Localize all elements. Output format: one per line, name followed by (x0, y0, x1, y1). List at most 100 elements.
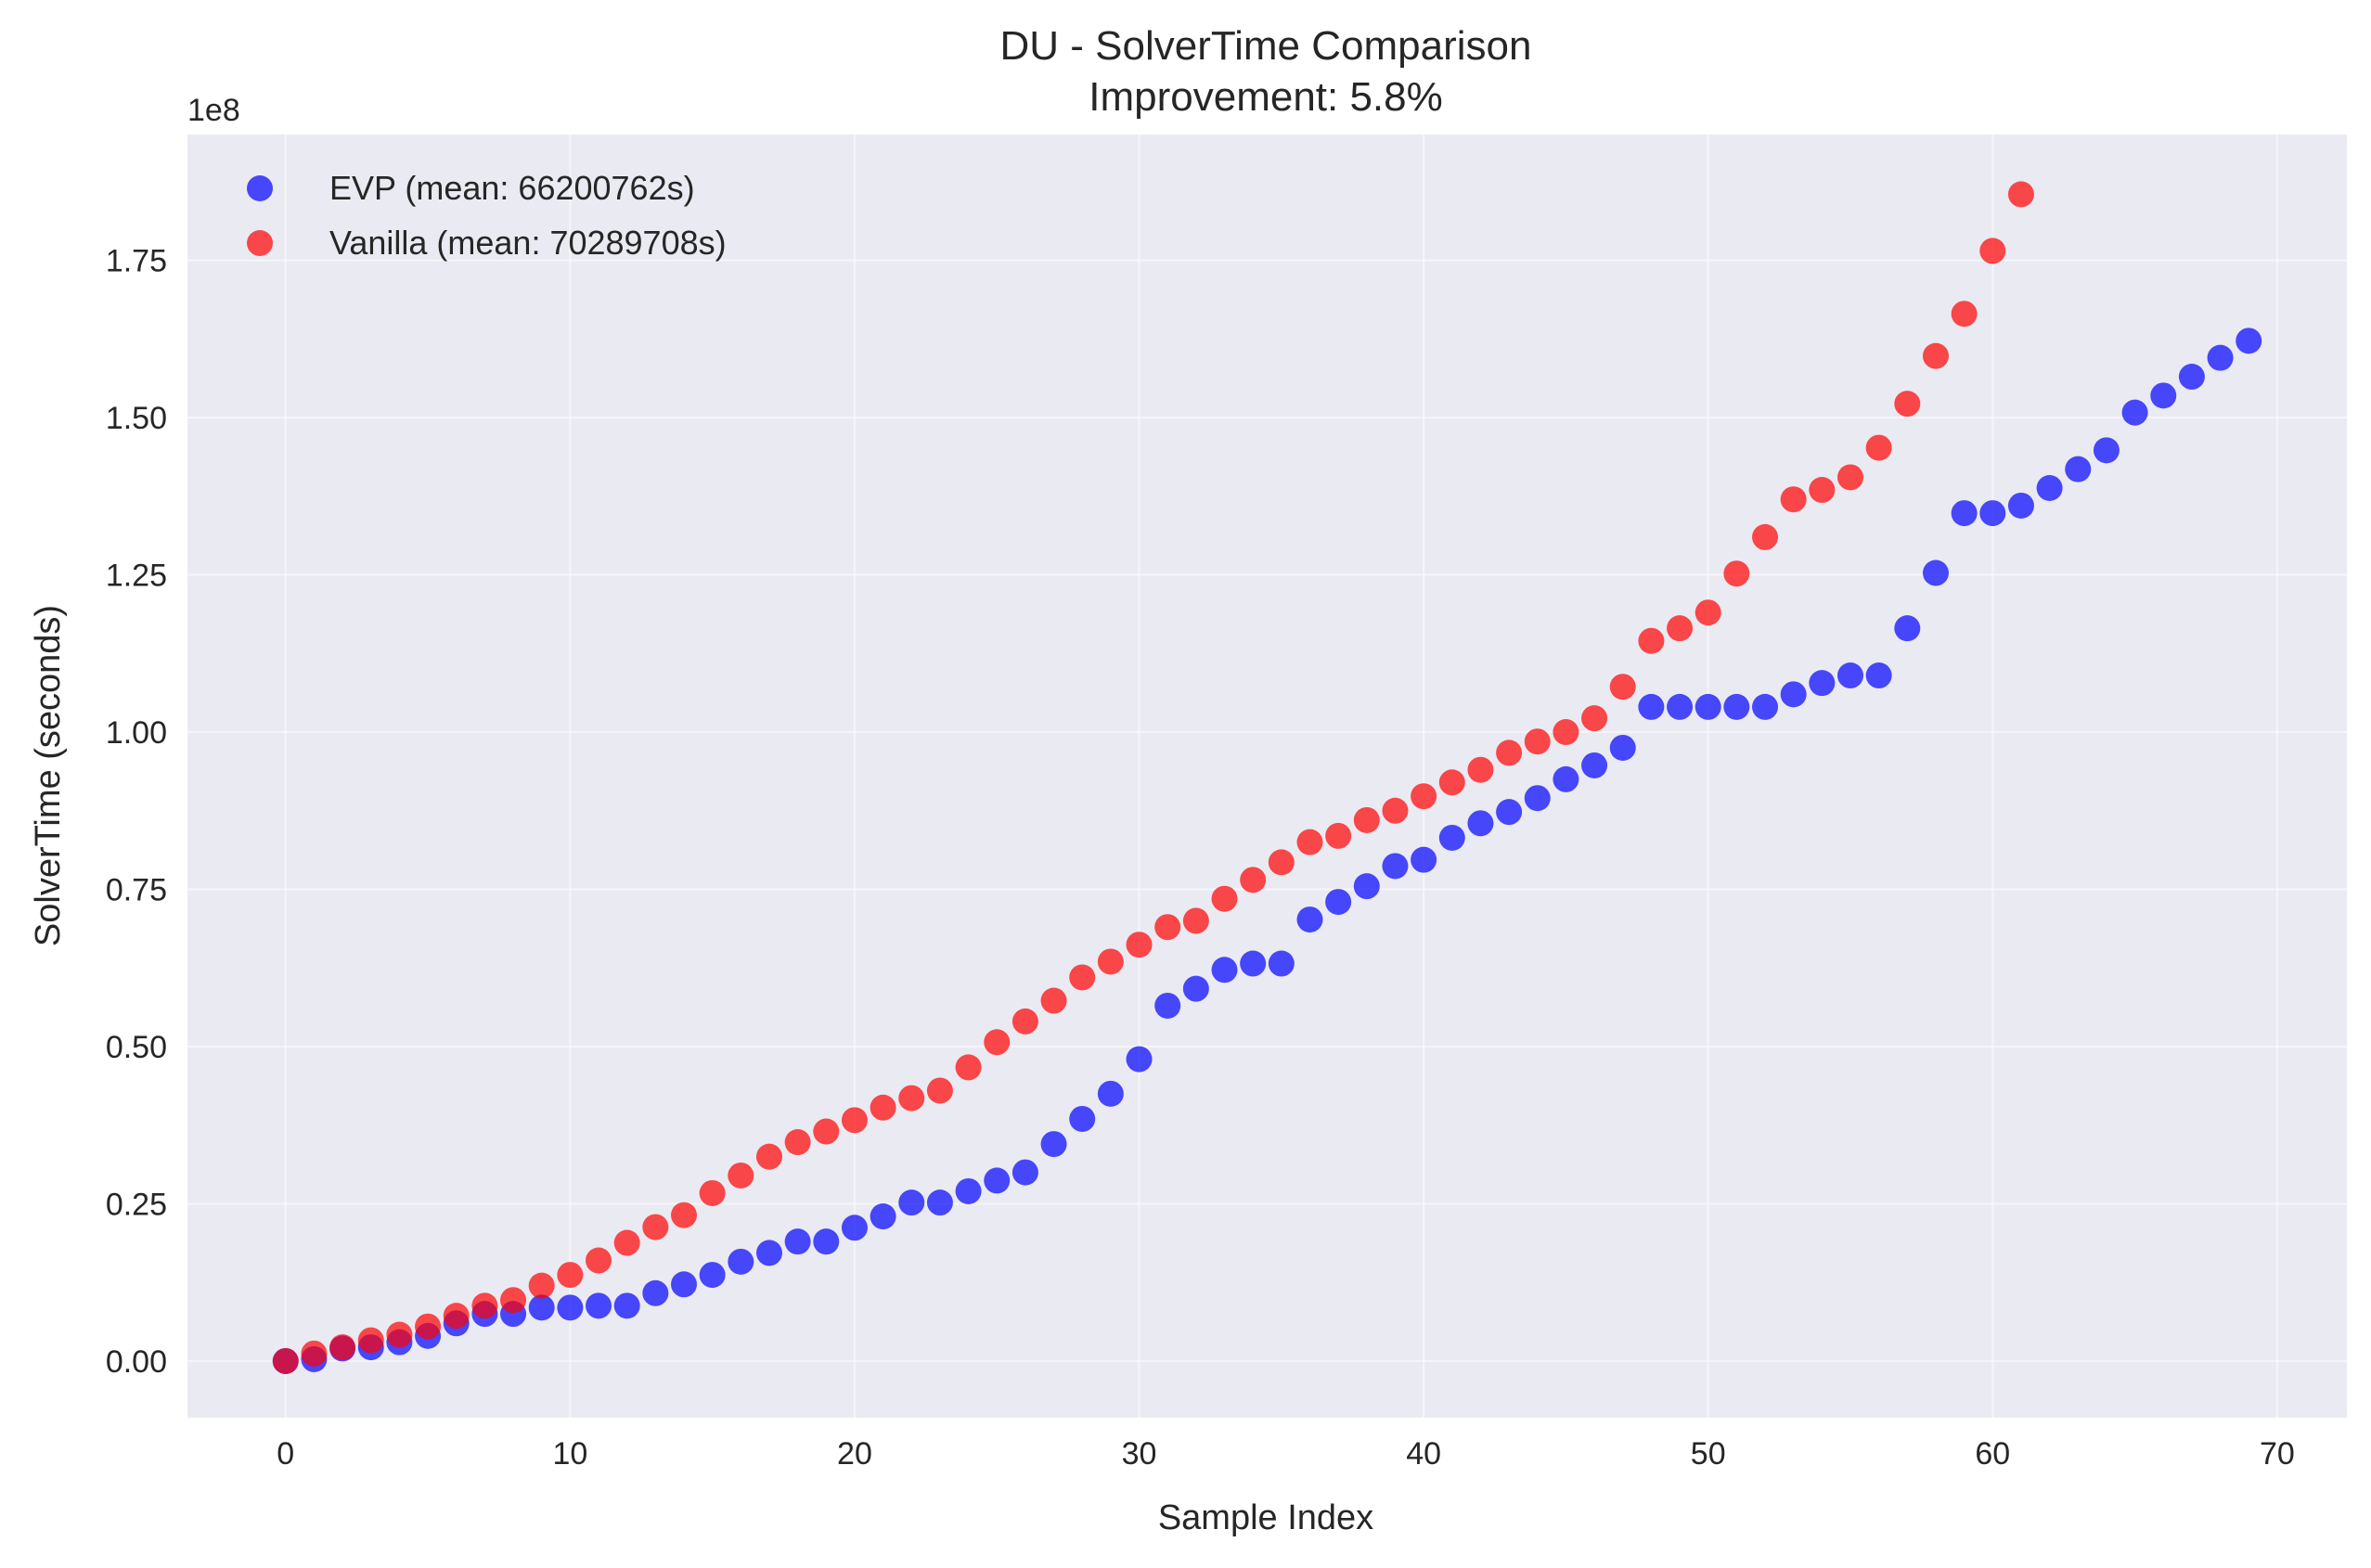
y-tick-label: 0.75 (106, 873, 167, 908)
data-point (1581, 705, 1608, 732)
data-point (1780, 681, 1807, 708)
data-point (984, 1029, 1011, 1056)
data-point (926, 1077, 953, 1104)
data-point (984, 1167, 1011, 1194)
data-point (1240, 867, 1267, 893)
data-point (1780, 486, 1807, 513)
data-point (1353, 806, 1380, 833)
x-tick-label: 20 (837, 1436, 872, 1472)
data-point (1411, 783, 1437, 810)
series-1-points (272, 181, 2034, 1374)
data-point (1211, 957, 1238, 983)
data-point (1667, 615, 1694, 642)
data-point (841, 1107, 868, 1134)
data-point (642, 1279, 669, 1306)
data-point (1865, 662, 1892, 689)
data-point (613, 1292, 640, 1319)
data-point (2178, 364, 2205, 391)
data-point (1979, 238, 2006, 264)
y-tick-label: 1.00 (106, 715, 167, 751)
y-tick-label: 0.50 (106, 1030, 167, 1065)
data-point (1182, 907, 1209, 934)
plot-area (187, 135, 2347, 1418)
legend-label: Vanilla (mean: 70289708s) (329, 224, 727, 262)
data-point (1609, 734, 1636, 761)
data-point (1411, 846, 1437, 873)
x-tick-label: 70 (2260, 1436, 2295, 1472)
data-point (2121, 399, 2148, 426)
data-point (443, 1303, 470, 1330)
data-point (670, 1202, 697, 1228)
data-point (301, 1340, 328, 1367)
data-point (1752, 693, 1779, 720)
data-point (1837, 662, 1864, 689)
data-point (784, 1129, 811, 1156)
data-point (784, 1228, 811, 1255)
data-point (1296, 829, 1323, 855)
data-point (1951, 301, 1978, 328)
data-point (699, 1179, 726, 1206)
data-point (813, 1118, 840, 1145)
data-point (1809, 670, 1836, 697)
data-point (386, 1321, 413, 1348)
data-point (1353, 873, 1380, 900)
data-point (1325, 822, 1352, 849)
x-tick-label: 50 (1691, 1436, 1726, 1472)
data-point (1609, 674, 1636, 700)
chart-subtitle: Improvement: 5.8% (1089, 74, 1443, 120)
legend-marker (247, 175, 273, 201)
data-point (1211, 885, 1238, 912)
legend-label: EVP (mean: 66200762s) (329, 169, 695, 207)
data-point (1496, 799, 1523, 826)
data-point (1154, 992, 1181, 1019)
data-point (2236, 328, 2262, 354)
data-point (2150, 382, 2177, 409)
data-point (1296, 906, 1323, 933)
data-point (870, 1094, 896, 1121)
y-tick-label: 0.00 (106, 1344, 167, 1380)
data-point (1979, 500, 2006, 527)
legend: EVP (mean: 66200762s) Vanilla (mean: 7028… (247, 169, 727, 262)
x-tick-label: 40 (1406, 1436, 1441, 1472)
data-point (1922, 559, 1949, 586)
chart-title: DU - SolverTime Comparison (1000, 23, 1532, 69)
data-point (642, 1214, 669, 1240)
data-point (955, 1177, 982, 1204)
data-point (1496, 739, 1523, 766)
data-point (1638, 627, 1665, 654)
data-point (1837, 464, 1864, 491)
data-point (357, 1327, 384, 1354)
y-tick-labels: 0.00 0.25 0.50 0.75 1.00 1.25 1.50 1.75 (106, 244, 167, 1380)
data-point (1667, 693, 1694, 720)
data-point (1581, 752, 1608, 778)
x-axis-label: Sample Index (1158, 1498, 1373, 1537)
data-point (1553, 719, 1579, 746)
data-point (2036, 475, 2063, 502)
data-point (329, 1334, 356, 1361)
data-point (1040, 1131, 1067, 1158)
data-point (955, 1054, 982, 1081)
data-point (1126, 1046, 1153, 1073)
data-point (1723, 560, 1750, 587)
data-point (1012, 1159, 1038, 1186)
data-point (1553, 765, 1579, 792)
x-tick-label: 10 (552, 1436, 587, 1472)
data-point (926, 1189, 953, 1216)
data-point (1240, 950, 1267, 977)
data-point (1865, 434, 1892, 461)
data-point (1069, 964, 1096, 991)
data-point (2065, 456, 2092, 482)
data-point (1268, 950, 1295, 977)
data-point (2007, 492, 2034, 519)
data-point (898, 1189, 925, 1216)
y-axis-label: SolverTime (seconds) (29, 605, 68, 946)
data-point (1012, 1008, 1038, 1035)
data-point (1694, 693, 1721, 720)
y-tick-label: 1.75 (106, 244, 167, 279)
data-point (500, 1287, 527, 1314)
data-point (898, 1085, 925, 1112)
data-point (272, 1347, 299, 1374)
data-point (1040, 987, 1067, 1014)
data-point (1467, 810, 1494, 837)
